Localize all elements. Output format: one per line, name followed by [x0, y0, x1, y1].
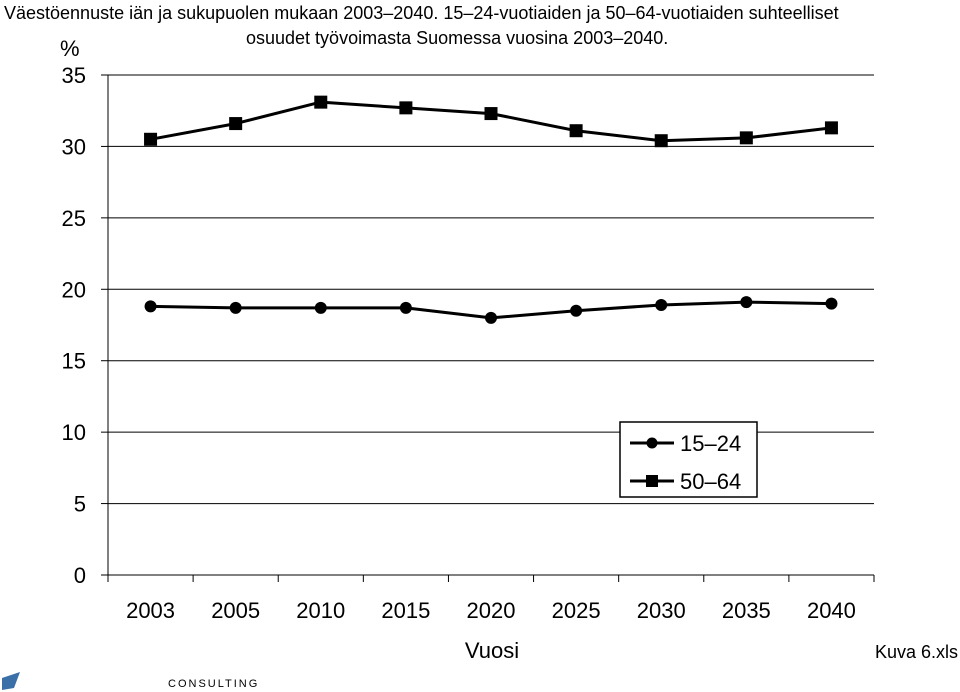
gridlines — [108, 74, 874, 505]
y-tick-label-20: 20 — [62, 277, 86, 302]
y-tick-label-10: 10 — [62, 420, 86, 445]
y-tick-label-15: 15 — [62, 349, 86, 374]
chart-title-line-2: osuudet työvoimasta Suomessa vuosina 200… — [246, 28, 668, 48]
x-tick-label-2035: 2035 — [722, 598, 771, 623]
point-15-24-2035 — [740, 296, 753, 309]
x-axis-label: Vuosi — [465, 638, 519, 663]
point-50-64-2015 — [399, 101, 413, 115]
x-tick-label-2025: 2025 — [552, 598, 601, 623]
y-tick-label-5: 5 — [74, 492, 86, 517]
y-tick-labels: 0 5 10 15 20 25 30 35 — [62, 63, 86, 588]
y-tick-label-35: 35 — [62, 63, 86, 88]
axes — [101, 74, 875, 582]
point-50-64-2025 — [569, 124, 583, 138]
x-tick-label-2005: 2005 — [211, 598, 260, 623]
point-15-24-2025 — [570, 304, 583, 317]
x-tick-labels: 2003 2005 2010 2015 2020 2025 2030 2035 2040 — [126, 598, 856, 623]
x-tick-label-2015: 2015 — [381, 598, 430, 623]
point-50-64-2003 — [144, 132, 158, 146]
point-15-24-2030 — [655, 299, 668, 311]
point-50-64-2020 — [484, 107, 498, 121]
point-15-24-2020 — [485, 311, 497, 324]
legend-label-15-24: 15–24 — [680, 431, 741, 456]
x-tick-label-2040: 2040 — [807, 598, 856, 623]
point-15-24-2003 — [144, 300, 157, 313]
legend-marker-circle — [646, 437, 658, 449]
y-tick-label-0: 0 — [74, 563, 86, 588]
series — [144, 95, 838, 324]
y-axis-label: % — [60, 36, 80, 61]
legend-marker-square — [646, 475, 658, 487]
x-tick-label-2010: 2010 — [296, 598, 345, 623]
consulting-logo: CONSULTING — [2, 672, 259, 690]
point-15-24-2015 — [399, 301, 412, 314]
point-50-64-2010 — [314, 95, 328, 109]
legend-label-50-64: 50–64 — [680, 469, 741, 494]
x-tick-label-2020: 2020 — [467, 598, 516, 623]
y-tick-label-25: 25 — [62, 206, 86, 231]
x-tick-label-2003: 2003 — [126, 598, 175, 623]
point-50-64-2030 — [654, 134, 668, 148]
y-tick-label-30: 30 — [62, 134, 86, 159]
point-50-64-2005 — [229, 117, 243, 131]
point-15-24-2040 — [825, 297, 838, 310]
point-15-24-2010 — [314, 301, 327, 314]
chart-title-line-1: Väestöennuste iän ja sukupuolen mukaan 2… — [4, 3, 839, 23]
point-50-64-2035 — [739, 131, 753, 145]
file-label: Kuva 6.xls — [875, 642, 958, 662]
legend: 15–24 50–64 — [619, 421, 758, 498]
brand-text: CONSULTING — [168, 678, 259, 690]
point-15-24-2005 — [229, 301, 242, 314]
legend-box — [619, 421, 758, 498]
point-50-64-2040 — [824, 121, 838, 135]
logo-mark-icon — [2, 672, 20, 690]
x-tick-label-2030: 2030 — [637, 598, 686, 623]
